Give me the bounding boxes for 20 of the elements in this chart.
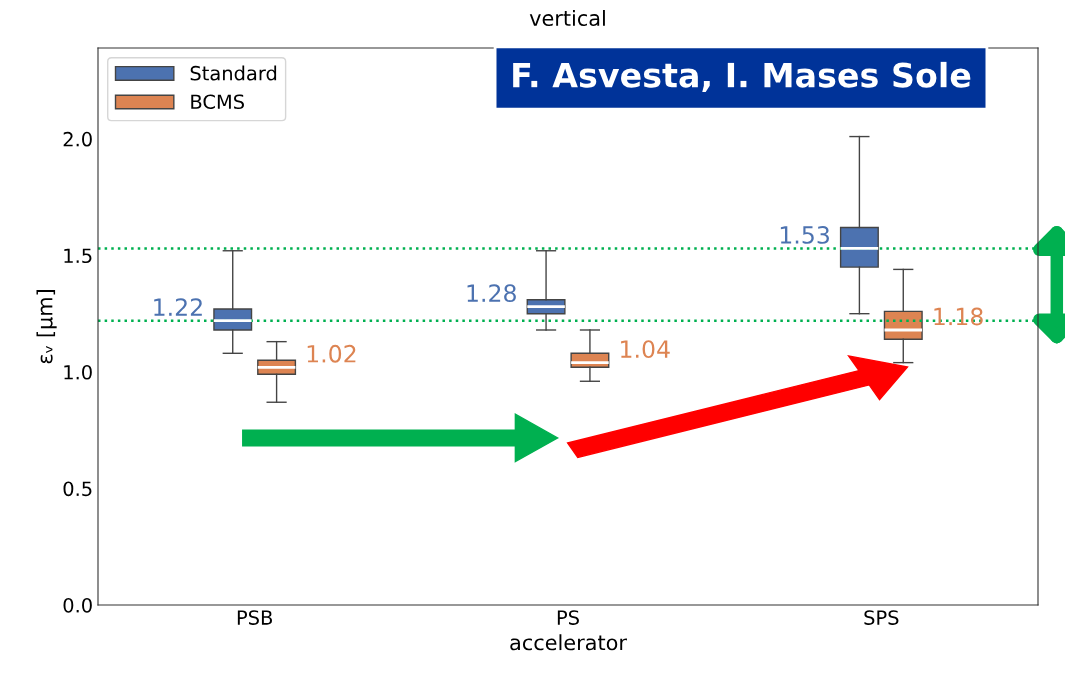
y-tick-label: 2.0 (63, 131, 92, 147)
annotation: 1.18 (934, 307, 983, 326)
annotation: 1.02 (307, 344, 356, 363)
x-axis-title: accelerator (510, 634, 627, 651)
chart-title: vertical (529, 9, 605, 27)
annotation: 1.53 (780, 225, 829, 244)
y-tick-label: 0.5 (63, 481, 92, 497)
x-tick-label: PSB (237, 610, 272, 625)
y-axis-title: εᵥ [μm] (36, 290, 57, 364)
y-tick-label: 1.5 (64, 248, 92, 264)
x-tick-label: SPS (864, 610, 899, 625)
legend-label: BCMS (191, 94, 244, 110)
annotation: F. Asvesta, I. Mases Sole (513, 61, 971, 92)
annotation: 1.22 (154, 298, 202, 316)
y-tick-label: 0.0 (63, 597, 92, 613)
legend-label: Standard (190, 65, 277, 81)
y-tick-label: 1.0 (64, 364, 92, 380)
annotation: 1.04 (621, 340, 670, 359)
x-tick-label: PS (557, 610, 579, 625)
annotation: 1.28 (467, 284, 516, 303)
